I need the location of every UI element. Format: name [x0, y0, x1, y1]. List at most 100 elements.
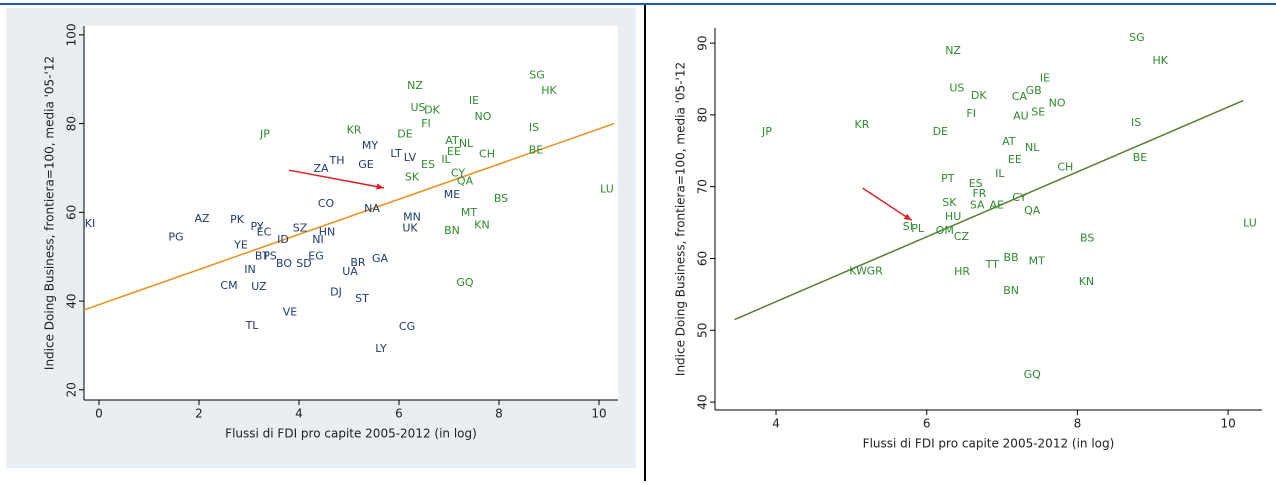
point-label: KI	[85, 217, 95, 230]
point-label: QA	[1024, 204, 1041, 217]
point-label: NL	[1025, 141, 1040, 154]
y-tick-label: 50	[696, 323, 710, 338]
point-label: ST	[355, 292, 369, 305]
point-label: CY	[1012, 191, 1026, 204]
point-label: AE	[990, 198, 1005, 211]
point-label: BE	[1133, 151, 1148, 164]
point-label: ES	[421, 158, 435, 171]
point-label: GB	[1026, 84, 1042, 97]
x-tick-label: 6	[923, 417, 931, 431]
point-label: KR	[347, 124, 362, 137]
point-label: BE	[529, 144, 544, 157]
point-label: HK	[1153, 54, 1169, 67]
point-label: CM	[220, 279, 237, 292]
point-label: CY	[451, 167, 465, 180]
point-label: SK	[942, 196, 957, 209]
point-label: NZ	[945, 44, 961, 57]
point-label: CG	[399, 320, 415, 333]
y-tick-label: 20	[65, 382, 79, 397]
point-label: ME	[444, 188, 460, 201]
point-label: EC	[257, 226, 272, 239]
point-label: UZ	[251, 280, 267, 293]
x-tick-label: 4	[295, 407, 303, 421]
point-label: PY	[250, 220, 263, 233]
point-label: NA	[364, 202, 380, 215]
point-label: UA	[342, 265, 358, 278]
point-label: US	[949, 81, 964, 94]
point-label: SE	[1031, 106, 1045, 119]
point-label: BS	[1080, 231, 1094, 244]
point-label: GQ	[456, 276, 474, 289]
point-label: AU	[1013, 109, 1029, 122]
x-tick-label: 6	[395, 407, 403, 421]
point-label: SZ	[293, 222, 308, 235]
y-axis-label: Indice Doing Business, frontiera=100, me…	[43, 56, 57, 370]
point-label: DK	[424, 104, 440, 117]
point-label: CH	[1057, 160, 1073, 173]
point-label: KN	[1079, 275, 1094, 288]
point-label: JP	[761, 125, 772, 138]
y-tick-label: 70	[696, 179, 710, 194]
point-label: AT	[1002, 135, 1016, 148]
point-label: DK	[971, 89, 987, 102]
point-label: IS	[1131, 116, 1141, 129]
point-label: PK	[230, 213, 245, 226]
fit-line	[83, 122, 615, 311]
point-label: BN	[444, 224, 460, 237]
point-label: AT	[445, 134, 459, 147]
point-label: MY	[362, 139, 378, 152]
x-axis-label: Flussi di FDI pro capite 2005-2012 (in l…	[863, 437, 1115, 451]
y-tick-label: 40	[696, 394, 710, 409]
point-label: BR	[350, 256, 366, 269]
point-label: KN	[474, 219, 489, 232]
point-label: DJ	[330, 286, 342, 299]
x-tick-label: 8	[495, 407, 503, 421]
point-label: HK	[541, 84, 557, 97]
point-label: ES	[969, 177, 983, 190]
x-tick-label: 10	[1220, 417, 1235, 431]
point-label: DE	[933, 125, 948, 138]
point-label: GA	[372, 252, 389, 265]
point-label: SG	[1129, 31, 1145, 44]
point-label: LU	[1243, 216, 1257, 229]
y-tick-label: 100	[65, 23, 79, 46]
arrow-head	[903, 213, 912, 221]
point-label: SI	[903, 220, 913, 233]
point-label: YE	[233, 239, 248, 252]
x-tick-label: 2	[195, 407, 203, 421]
point-label: OM	[936, 224, 954, 237]
point-label: IS	[529, 121, 539, 134]
point-label: SA	[970, 198, 985, 211]
y-tick-label: 60	[696, 251, 710, 266]
arrow-head	[376, 183, 384, 190]
point-label: NL	[459, 137, 474, 150]
point-label: EE	[1008, 153, 1022, 166]
point-label: CH	[479, 148, 495, 161]
point-label: MT	[1029, 254, 1045, 267]
point-label: HN	[319, 226, 336, 239]
point-label: LY	[375, 342, 387, 355]
point-label: MN	[403, 211, 421, 224]
point-label: FI	[421, 117, 431, 130]
point-label: CO	[318, 197, 335, 210]
point-label: BN	[1003, 284, 1019, 297]
point-label: GR	[867, 264, 884, 277]
arrow	[288, 169, 385, 189]
point-label: FR	[972, 187, 986, 200]
fit-line	[734, 99, 1244, 321]
point-label: EG	[308, 250, 323, 263]
point-label: ZA	[313, 162, 329, 175]
point-label: LU	[600, 183, 614, 196]
point-label: PS	[263, 250, 277, 263]
point-label: EE	[447, 145, 461, 158]
point-label: CZ	[954, 230, 970, 243]
point-label: TH	[329, 154, 345, 167]
y-tick-label: 40	[65, 293, 79, 308]
point-label: SD	[296, 257, 311, 270]
point-label: LV	[404, 151, 417, 164]
point-label: MT	[461, 206, 477, 219]
point-label: NO	[475, 110, 492, 123]
point-label: QA	[457, 175, 474, 188]
plot-area	[84, 26, 618, 400]
